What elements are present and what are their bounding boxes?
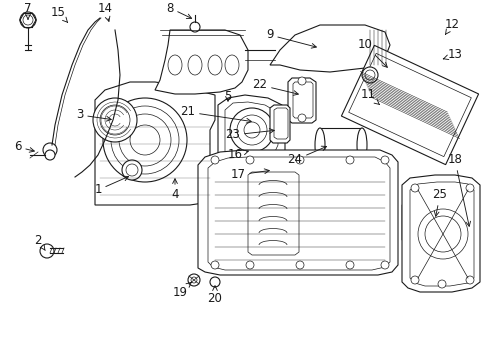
Circle shape [119,114,171,166]
Text: 9: 9 [265,28,316,48]
Circle shape [20,12,36,28]
Polygon shape [224,102,278,162]
Ellipse shape [314,128,325,162]
Circle shape [45,150,55,160]
Text: 8: 8 [166,1,191,18]
Polygon shape [341,45,478,165]
Circle shape [346,261,353,269]
Text: 19: 19 [172,282,191,298]
Polygon shape [218,95,285,170]
Text: 2: 2 [34,234,45,251]
Polygon shape [273,108,287,139]
Circle shape [210,261,219,269]
Text: 14: 14 [97,1,112,21]
Circle shape [297,114,305,122]
Text: 6: 6 [14,140,34,153]
Text: 17: 17 [230,168,269,181]
Polygon shape [207,157,389,270]
Circle shape [191,277,197,283]
Text: 1: 1 [94,176,128,197]
Circle shape [465,184,473,192]
Polygon shape [269,25,389,72]
Text: 11: 11 [360,89,379,104]
Circle shape [346,156,353,164]
Circle shape [295,261,304,269]
Circle shape [417,209,467,259]
Circle shape [187,274,200,286]
Bar [319,128,361,162]
Circle shape [209,277,220,287]
Text: 3: 3 [76,108,111,121]
Polygon shape [348,53,470,157]
Circle shape [126,164,138,176]
Circle shape [103,98,186,182]
Polygon shape [401,175,479,292]
Polygon shape [401,200,434,245]
Circle shape [229,108,273,152]
Circle shape [410,184,418,192]
Circle shape [465,276,473,284]
Ellipse shape [356,128,366,162]
Circle shape [410,276,418,284]
Polygon shape [409,182,473,286]
Text: 4: 4 [171,179,179,202]
Circle shape [100,105,130,135]
Polygon shape [269,105,289,143]
Circle shape [361,67,377,83]
Polygon shape [155,30,247,94]
Circle shape [297,77,305,85]
Polygon shape [287,78,315,123]
Circle shape [380,261,388,269]
Text: 10: 10 [357,39,386,67]
Circle shape [122,160,142,180]
Text: 21: 21 [180,105,251,123]
Polygon shape [198,150,397,275]
Text: 18: 18 [447,153,469,226]
Circle shape [210,156,219,164]
Circle shape [190,22,200,32]
Text: 13: 13 [443,49,462,62]
Text: 12: 12 [444,18,459,35]
Text: 15: 15 [50,5,67,22]
Polygon shape [292,82,312,118]
Text: 7: 7 [24,1,32,19]
Circle shape [380,156,388,164]
Text: 5: 5 [224,90,231,104]
Text: 16: 16 [227,148,248,162]
Circle shape [295,156,304,164]
Circle shape [43,143,57,157]
Circle shape [424,216,460,252]
Circle shape [237,115,266,145]
Circle shape [437,280,445,288]
Text: 23: 23 [225,129,274,141]
Circle shape [111,106,179,174]
Text: 22: 22 [252,78,298,95]
Polygon shape [95,82,215,205]
Circle shape [245,261,253,269]
Polygon shape [247,172,298,255]
Circle shape [244,122,260,138]
Text: 24: 24 [287,146,326,166]
Circle shape [245,156,253,164]
Text: 25: 25 [432,189,447,216]
Circle shape [23,15,33,25]
Text: 20: 20 [207,286,222,305]
Circle shape [93,98,137,142]
Circle shape [364,70,374,80]
Circle shape [130,125,160,155]
Circle shape [40,244,54,258]
